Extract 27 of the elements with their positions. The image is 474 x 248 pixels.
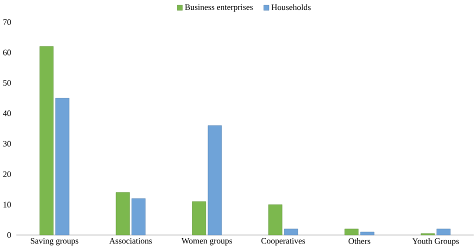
bar [344,228,359,235]
bar [436,228,451,235]
x-tick-label: Associations [109,238,152,244]
bar [284,228,298,235]
x-tick-label: Others [348,238,370,244]
y-tick-label: 10 [4,202,11,208]
bar [55,98,70,235]
legend-label: Business enterprises [184,4,253,12]
bar [360,232,374,235]
x-tick-label: Youth Groups [412,238,459,246]
y-tick-label: 70 [3,19,11,25]
x-tick-label: Women groups [181,238,232,246]
bar [132,198,146,235]
bar [116,192,130,235]
legend-label: Households [272,4,311,10]
y-tick-label: 50 [3,80,11,86]
bar [208,125,222,235]
y-tick-label: 60 [3,49,11,56]
bar [192,201,206,235]
bar [268,204,282,235]
x-tick-label: Saving groups [30,238,78,246]
x-tick-label: Cooperatives [261,238,306,246]
y-tick-label: 20 [3,171,11,177]
y-tick-label: 30 [3,140,11,146]
bar [40,46,54,235]
y-tick-label: 0 [7,232,11,238]
y-tick-label: 40 [2,110,11,116]
